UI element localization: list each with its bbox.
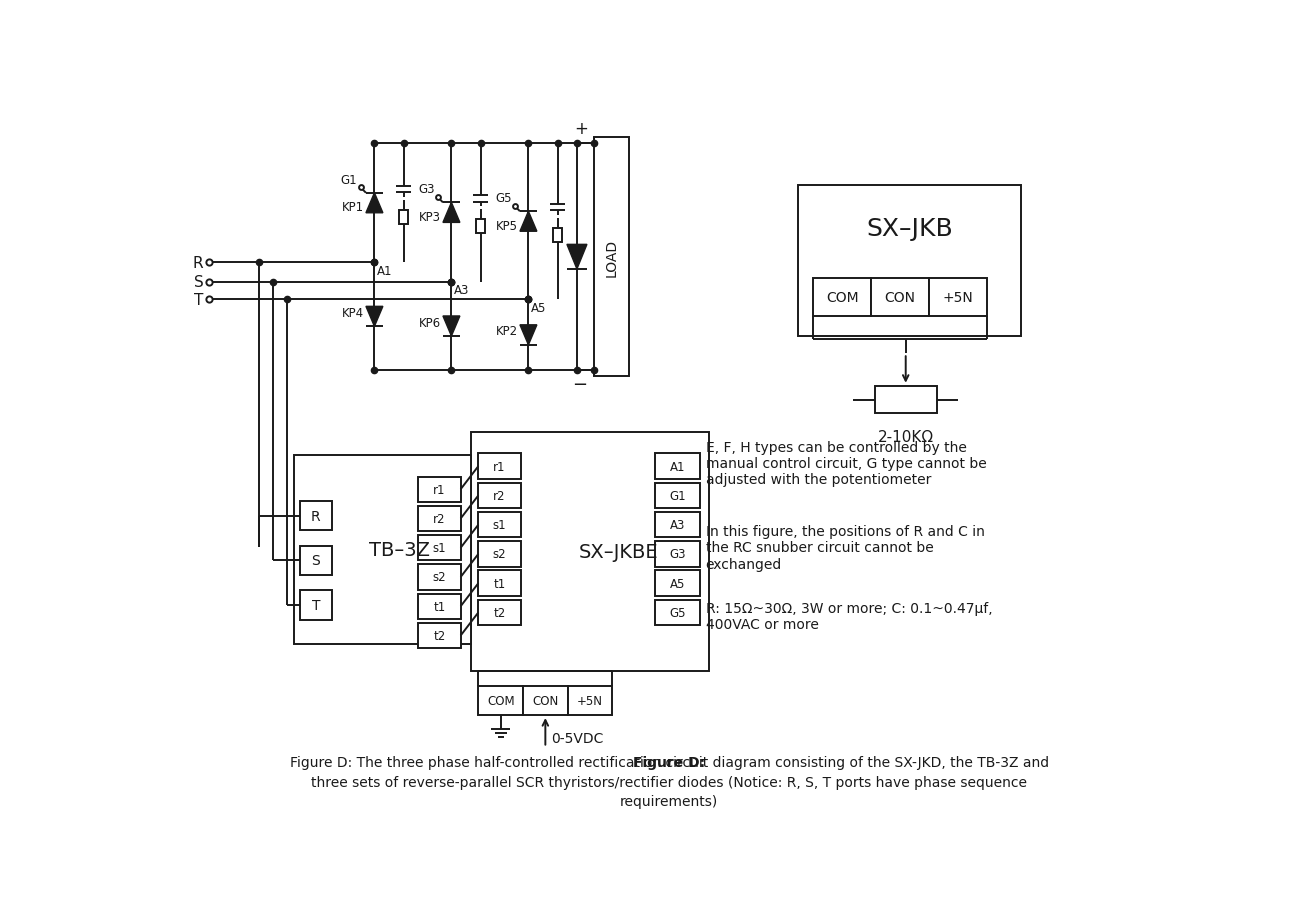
Text: Figure D: The three phase half-controlled rectification circuit diagram consisti: Figure D: The three phase half-controlle… [290,755,1049,808]
Bar [814,279,871,317]
Bar [656,512,700,537]
Text: A5: A5 [530,302,546,314]
Bar [875,386,936,414]
Polygon shape [520,325,537,345]
Bar [656,571,700,596]
Text: TB–3Z: TB–3Z [370,540,430,559]
Text: CON: CON [533,694,559,707]
Text: Figure D:: Figure D: [633,755,705,770]
Bar [656,483,700,508]
Bar [871,279,929,317]
Bar [418,477,461,502]
Bar [656,600,700,626]
Text: CON: CON [884,291,916,305]
Bar [299,502,332,531]
Polygon shape [567,245,586,270]
Bar [522,686,568,715]
Text: LOAD: LOAD [605,239,618,276]
Text: 0-5VDC: 0-5VDC [551,732,603,745]
Text: KP6: KP6 [418,316,440,329]
Text: t2: t2 [494,606,505,619]
Text: r2: r2 [434,512,445,526]
Text: G3: G3 [418,183,435,196]
Text: SX–JKB: SX–JKB [866,217,953,241]
Text: s1: s1 [432,542,447,555]
Polygon shape [443,317,460,336]
Text: COM: COM [487,694,515,707]
Text: A1: A1 [376,265,392,278]
Bar [478,483,521,508]
Text: 2-10KΩ: 2-10KΩ [878,429,934,445]
Polygon shape [443,203,460,223]
Text: s2: s2 [432,571,447,584]
Bar [299,547,332,576]
Text: +: + [573,120,588,138]
Text: R: 15Ω~30Ω, 3W or more; C: 0.1~0.47μf,
400VAC or more: R: 15Ω~30Ω, 3W or more; C: 0.1~0.47μf, 4… [705,601,993,631]
Text: s1: s1 [492,518,507,531]
Text: +5N: +5N [577,694,603,707]
Polygon shape [366,193,383,213]
Text: T: T [312,599,320,612]
Text: In this figure, the positions of R and C in
the RC snubber circuit cannot be
exc: In this figure, the positions of R and C… [705,525,985,571]
Bar [478,541,521,567]
Text: r1: r1 [494,460,505,473]
Bar [478,512,521,537]
Text: R: R [311,509,321,523]
Bar [552,229,563,242]
Bar [594,138,628,377]
Text: G5: G5 [670,606,686,619]
Polygon shape [520,212,537,232]
Bar [656,454,700,479]
Text: G1: G1 [341,174,358,187]
Bar [418,623,461,649]
Bar [299,591,332,620]
Bar [418,594,461,619]
Text: t1: t1 [434,600,445,613]
Text: R: R [193,256,204,271]
Text: G1: G1 [670,489,686,502]
Bar [418,536,461,561]
Bar [470,433,709,670]
Text: KP2: KP2 [495,325,517,338]
Bar [418,507,461,532]
Bar [294,456,470,644]
Text: KP4: KP4 [341,307,363,320]
Text: t2: t2 [434,630,445,642]
Text: COM: COM [825,291,858,305]
Text: SX–JKBE: SX–JKBE [579,542,658,561]
Bar [798,186,1021,336]
Text: s2: s2 [492,548,507,561]
Text: G5: G5 [495,192,512,205]
Text: G3: G3 [670,548,686,561]
Text: S: S [193,275,204,290]
Bar [478,686,522,715]
Text: r1: r1 [434,483,445,496]
Text: KP1: KP1 [341,201,363,214]
Text: T: T [195,292,204,308]
Bar [418,565,461,590]
Text: E, F, H types can be controlled by the
manual control circuit, G type cannot be
: E, F, H types can be controlled by the m… [705,440,986,486]
Bar [656,541,700,567]
Text: KP5: KP5 [496,220,517,232]
Bar [478,600,521,626]
Bar [929,279,986,317]
Bar [568,686,613,715]
Text: A3: A3 [453,284,469,297]
Bar [400,210,409,224]
Text: t1: t1 [494,577,505,590]
Polygon shape [366,307,383,327]
Text: KP3: KP3 [419,210,440,223]
Text: A1: A1 [670,460,686,473]
Bar [477,220,486,234]
Text: +5N: +5N [943,291,973,305]
Bar [478,454,521,479]
Bar [478,571,521,596]
Text: −: − [572,375,588,394]
Text: S: S [312,554,320,568]
Text: A3: A3 [670,518,686,531]
Text: A5: A5 [670,577,686,590]
Text: r2: r2 [494,489,505,502]
